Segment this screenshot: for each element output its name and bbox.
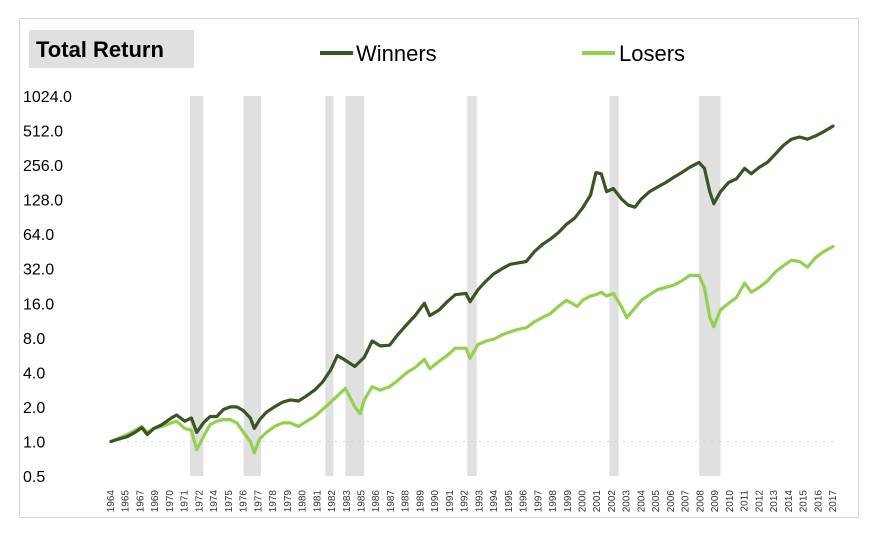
shaded-period-6 [609, 96, 619, 476]
legend-label-losers: Losers [619, 41, 685, 66]
shaded-period-3 [325, 96, 334, 476]
y-tick-label: 128.0 [23, 193, 63, 210]
shaded-period-5 [467, 96, 477, 476]
x-tick-label: 1977 [253, 490, 264, 513]
x-tick-label: 2003 [622, 490, 633, 513]
legend-label-winners: Winners [356, 41, 437, 66]
x-tick-label: 1989 [415, 490, 426, 513]
series-line-winners [109, 124, 835, 444]
legend: Winners Losers [320, 41, 685, 66]
y-tick-label: 32.0 [23, 262, 54, 279]
y-tick-label: 64.0 [23, 227, 54, 244]
x-tick-label: 1981 [312, 490, 323, 513]
shaded-period-7 [699, 96, 721, 476]
y-tick-label: 8.0 [23, 331, 45, 348]
x-tick-label: 2011 [740, 490, 751, 512]
x-tick-label: 1985 [356, 490, 367, 513]
x-tick-label: 1976 [239, 490, 250, 513]
y-tick-label: 1024.0 [23, 89, 72, 106]
x-tick-label: 1995 [504, 490, 515, 513]
shaded-period-1 [190, 96, 204, 476]
x-tick-label: 2016 [813, 490, 824, 513]
x-tick-label: 1996 [519, 490, 530, 513]
x-tick-label: 1983 [342, 490, 353, 513]
x-tick-label: 1975 [224, 490, 235, 513]
x-tick-label: 2004 [636, 490, 647, 513]
x-tick-label: 1967 [135, 490, 146, 513]
x-tick-label: 2000 [578, 490, 589, 513]
y-axis: 1024.0 512.0 256.0 128.0 64.0 32.0 16.0 8.0 4.0 2… [23, 89, 833, 486]
x-tick-label: 2013 [769, 490, 780, 513]
x-tick-label: 2008 [695, 490, 706, 513]
x-tick-label: 1986 [371, 490, 382, 513]
x-tick-label: 1971 [180, 490, 191, 513]
x-tick-label: 2010 [725, 490, 736, 513]
x-tick-label: 2002 [607, 490, 618, 513]
y-tick-label: 512.0 [23, 124, 63, 141]
x-tick-label: 2014 [784, 490, 795, 513]
x-tick-label: 1987 [386, 490, 397, 513]
x-tick-label: 2006 [666, 490, 677, 513]
y-tick-label: 16.0 [23, 296, 54, 313]
x-tick-label: 2015 [799, 490, 810, 513]
series-lines [109, 124, 835, 455]
x-tick-label: 1994 [489, 490, 500, 513]
chart-title-background [29, 30, 194, 68]
x-tick-label: 1969 [150, 490, 161, 513]
y-tick-label: 1.0 [23, 434, 45, 451]
recession-shading [190, 96, 721, 476]
x-tick-label: 1998 [548, 490, 559, 513]
x-tick-label: 1988 [401, 490, 412, 513]
x-tick-label: 2007 [681, 490, 692, 513]
x-tick-label: 2009 [710, 490, 721, 513]
x-tick-label: 1980 [298, 490, 309, 513]
x-tick-label: 2001 [592, 490, 603, 513]
x-tick-label: 2005 [651, 490, 662, 513]
x-tick-label: 1965 [121, 490, 132, 513]
x-tick-label: 1979 [283, 490, 294, 513]
shaded-period-4 [345, 96, 365, 476]
shaded-period-2 [243, 96, 262, 476]
x-tick-label: 2017 [828, 490, 839, 513]
chart-title: Total Return [36, 37, 164, 62]
y-tick-label: 0.5 [23, 469, 45, 486]
x-tick-label: 1964 [106, 490, 117, 513]
x-axis: 1964 1965 1967 1969 1970 1971 1972 1974 1975 1976… [106, 490, 839, 513]
x-tick-label: 1991 [445, 490, 456, 513]
x-tick-label: 1982 [327, 490, 338, 513]
x-tick-label: 1974 [209, 490, 220, 513]
series-line-losers [109, 244, 835, 455]
x-tick-label: 2012 [754, 490, 765, 513]
x-tick-label: 1997 [533, 490, 544, 513]
x-tick-label: 1999 [563, 490, 574, 513]
x-tick-label: 1993 [474, 490, 485, 513]
x-tick-label: 1992 [460, 490, 471, 513]
x-tick-label: 1972 [194, 490, 205, 513]
x-tick-label: 1990 [430, 490, 441, 513]
x-tick-label: 1970 [165, 490, 176, 513]
y-tick-label: 2.0 [23, 400, 45, 417]
y-tick-label: 4.0 [23, 365, 45, 382]
y-tick-label: 256.0 [23, 158, 63, 175]
x-tick-label: 1978 [268, 490, 279, 513]
chart-title-group: Total Return [29, 30, 194, 68]
